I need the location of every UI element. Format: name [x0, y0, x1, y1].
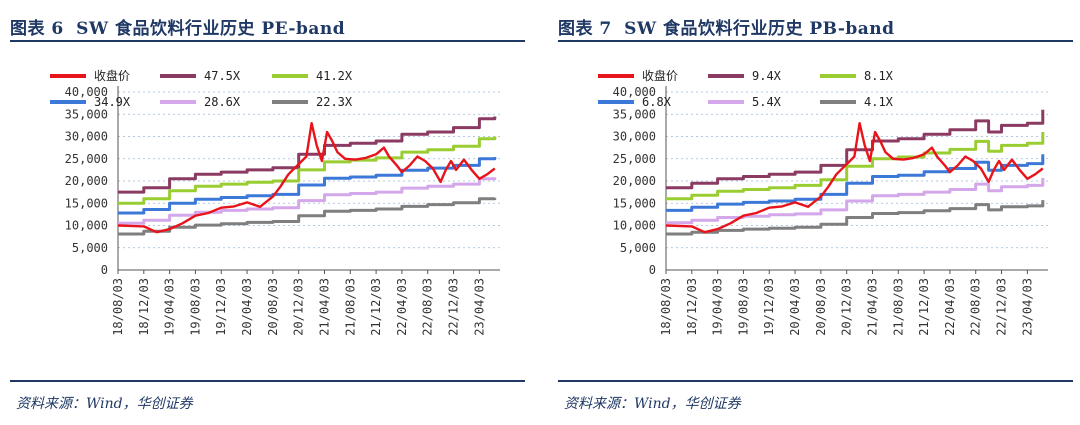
y-tick-label: 5,000: [72, 241, 108, 255]
y-tick-label: 0: [649, 263, 656, 277]
series-line: [666, 132, 1045, 201]
figure-title: SW 食品饮料行业历史 PE-band: [76, 19, 346, 39]
y-tick-label: 20,000: [65, 174, 108, 188]
y-tick-label: 15,000: [613, 196, 656, 210]
legend-label: 28.6X: [204, 95, 241, 109]
x-tick-label: 19/04/03: [711, 278, 725, 336]
series-line: [665, 122, 1044, 234]
x-tick-label: 21/04/03: [865, 278, 879, 336]
y-tick-label: 25,000: [65, 152, 108, 166]
y-tick-label: 0: [101, 263, 108, 277]
y-tick-label: 40,000: [65, 85, 108, 99]
x-tick-label: 21/04/03: [317, 278, 331, 336]
legend-label: 8.1X: [864, 69, 894, 83]
series-line: [117, 122, 496, 234]
x-tick-label: 22/04/03: [943, 278, 957, 336]
pe-band-panel: 图表 6 SW 食品饮料行业历史 PE-band 40,000 35,000 30,…: [10, 0, 525, 425]
series-line: [118, 157, 497, 215]
x-tick-label: 20/04/03: [240, 278, 254, 336]
x-tick-label: 19/12/03: [762, 278, 776, 336]
x-tick-label: 18/08/03: [659, 278, 673, 336]
legend-label: 5.4X: [752, 95, 782, 109]
x-tick-label: 20/12/03: [840, 278, 854, 336]
title-rule: [558, 40, 1073, 42]
footer-rule: [10, 380, 525, 382]
legend-label: 41.2X: [316, 69, 353, 83]
x-tick-label: 20/12/03: [292, 278, 306, 336]
figure-label: 图表 6: [10, 19, 64, 39]
legend-label: 9.4X: [752, 69, 782, 83]
y-tick-label: 15,000: [65, 196, 108, 210]
x-tick-label: 19/08/03: [736, 278, 750, 336]
series-line: [666, 200, 1045, 236]
x-tick-label: 21/12/03: [917, 278, 931, 336]
pb-band-chart: 40,000 35,000 30,000 25,000 20,000 15,000 10,0…: [598, 68, 1048, 336]
chart-title: 图表 6 SW 食品饮料行业历史 PE-band: [10, 14, 345, 39]
y-tick-label: 40,000: [613, 85, 656, 99]
legend-label: 22.3X: [316, 95, 353, 109]
x-tick-label: 22/08/03: [969, 278, 983, 336]
x-tick-label: 19/08/03: [188, 278, 202, 336]
x-tick-label: 21/08/03: [891, 278, 905, 336]
x-tick-label: 19/12/03: [214, 278, 228, 336]
y-tick-label: 5,000: [620, 241, 656, 255]
y-tick-label: 20,000: [613, 174, 656, 188]
figure-title: SW 食品饮料行业历史 PB-band: [624, 19, 895, 39]
x-tick-label: 20/08/03: [814, 278, 828, 336]
x-tick-label: 22/12/03: [447, 278, 461, 336]
legend-label: 4.1X: [864, 95, 894, 109]
x-tick-label: 18/12/03: [685, 278, 699, 336]
pb-band-panel: 图表 7 SW 食品饮料行业历史 PB-band 40,000 35,000 30,…: [558, 0, 1073, 425]
x-tick-label: 18/08/03: [111, 278, 125, 336]
legend-label: 34.9X: [94, 95, 131, 109]
legend-label: 47.5X: [204, 69, 241, 83]
x-tick-label: 21/12/03: [369, 278, 383, 336]
figure-label: 图表 7: [558, 19, 612, 39]
y-tick-label: 35,000: [65, 107, 108, 121]
pe-band-chart: 40,000 35,000 30,000 25,000 20,000 15,000 10,0…: [50, 68, 500, 336]
x-tick-label: 22/08/03: [421, 278, 435, 336]
title-rule: [10, 40, 525, 42]
y-tick-label: 10,000: [65, 219, 108, 233]
chart-title: 图表 7 SW 食品饮料行业历史 PB-band: [558, 14, 895, 39]
y-tick-label: 10,000: [613, 219, 656, 233]
x-tick-label: 23/04/03: [1020, 278, 1034, 336]
footer-rule: [558, 380, 1073, 382]
series-line: [118, 136, 497, 205]
x-tick-label: 22/12/03: [995, 278, 1009, 336]
x-tick-label: 19/04/03: [163, 278, 177, 336]
y-tick-label: 30,000: [613, 130, 656, 144]
x-tick-label: 21/08/03: [343, 278, 357, 336]
x-tick-label: 20/04/03: [788, 278, 802, 336]
y-tick-label: 35,000: [613, 107, 656, 121]
legend-label: 6.8X: [642, 95, 672, 109]
x-tick-label: 18/12/03: [137, 278, 151, 336]
series-line: [118, 197, 497, 236]
series-line: [118, 116, 497, 194]
legend-label: 收盘价: [642, 68, 678, 83]
y-tick-label: 30,000: [65, 130, 108, 144]
x-tick-label: 23/04/03: [472, 278, 486, 336]
series-line: [666, 154, 1045, 212]
source-note: 资料来源：Wind，华创证券: [16, 396, 193, 412]
y-tick-label: 25,000: [613, 152, 656, 166]
legend-label: 收盘价: [94, 68, 130, 83]
source-note: 资料来源：Wind，华创证券: [564, 396, 741, 412]
x-tick-label: 20/08/03: [266, 278, 280, 336]
x-tick-label: 22/04/03: [395, 278, 409, 336]
